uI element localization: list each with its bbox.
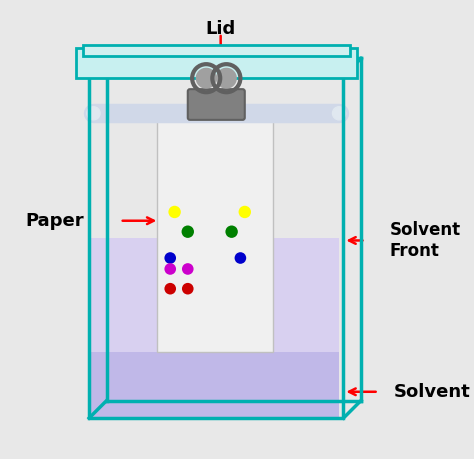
Circle shape — [332, 106, 346, 120]
FancyBboxPatch shape — [188, 89, 245, 120]
Text: Lid: Lid — [206, 20, 236, 38]
Point — [166, 254, 174, 262]
Text: Paper: Paper — [26, 212, 84, 230]
Bar — [76, 47, 356, 78]
Bar — [91, 353, 339, 418]
Point — [166, 285, 174, 292]
Point — [166, 265, 174, 273]
Bar — [89, 76, 344, 418]
Circle shape — [87, 106, 100, 120]
Bar — [157, 111, 273, 353]
Text: Solvent: Solvent — [394, 383, 471, 401]
Point — [228, 228, 236, 235]
Point — [184, 265, 191, 273]
Circle shape — [196, 67, 217, 89]
Point — [241, 208, 248, 216]
Circle shape — [216, 67, 237, 89]
Bar — [91, 238, 339, 353]
Bar — [82, 45, 350, 56]
Text: Solvent
Front: Solvent Front — [390, 221, 461, 260]
Point — [171, 208, 178, 216]
Point — [184, 285, 191, 292]
Point — [237, 254, 244, 262]
Point — [184, 228, 191, 235]
